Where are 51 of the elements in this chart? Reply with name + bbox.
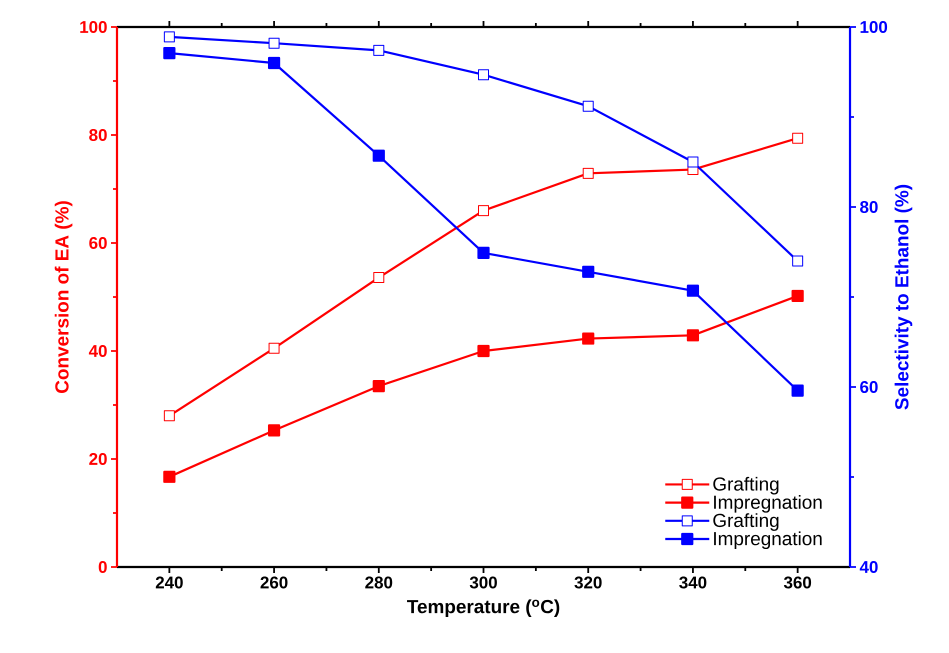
- point: [163, 470, 176, 483]
- y-tick-label: 40: [88, 345, 107, 357]
- point: [792, 384, 804, 397]
- point: [582, 100, 594, 112]
- y2-tick-label: 100: [860, 21, 888, 33]
- point: [582, 168, 594, 179]
- point: [687, 156, 698, 168]
- point: [582, 332, 594, 345]
- x-tick-label: 280: [365, 576, 392, 589]
- point: [477, 246, 490, 259]
- point: [792, 132, 804, 144]
- point: [792, 290, 804, 302]
- legend-label: Impregnation: [714, 531, 822, 550]
- y-tick-label: 100: [80, 20, 107, 33]
- y-axis-title: Conversion of EA (%): [54, 201, 72, 393]
- legend-label: Impregnation: [714, 495, 822, 513]
- point: [478, 69, 490, 80]
- point: [372, 150, 385, 162]
- point: [478, 205, 490, 216]
- point: [686, 284, 700, 297]
- point: [268, 342, 280, 354]
- point: [582, 266, 594, 278]
- x-tick-label: 300: [470, 576, 497, 589]
- legend-label: Grafting: [713, 476, 778, 494]
- y2-axis-title: Selectivity to Ethanol (%): [894, 184, 912, 410]
- point: [792, 255, 804, 266]
- point: [164, 31, 175, 42]
- point: [268, 38, 280, 49]
- x-tick-label: 360: [784, 576, 812, 589]
- y2-tick-label: 40: [860, 561, 878, 573]
- point: [477, 344, 490, 358]
- y-tick-label: 0: [98, 561, 107, 573]
- point: [686, 329, 700, 342]
- x-axis-title: Temperature ($^{o}$C): [407, 599, 560, 618]
- point: [164, 410, 175, 422]
- point: [163, 47, 176, 60]
- y2-tick-label: 80: [860, 201, 878, 213]
- y2-tick-label: 60: [860, 381, 878, 393]
- y-tick-label: 60: [89, 237, 107, 249]
- point: [373, 44, 384, 56]
- x-tick-label: 260: [260, 576, 288, 589]
- x-tick-label: 340: [679, 576, 706, 589]
- point: [373, 272, 384, 284]
- legend-label: Grafting: [713, 513, 778, 531]
- x-tick-label: 240: [156, 576, 183, 589]
- point: [268, 424, 280, 436]
- y-tick-label: 80: [89, 128, 107, 141]
- point: [268, 56, 280, 70]
- point: [372, 380, 385, 392]
- y-tick-label: 20: [89, 453, 107, 465]
- x-tick-label: 320: [574, 576, 602, 589]
